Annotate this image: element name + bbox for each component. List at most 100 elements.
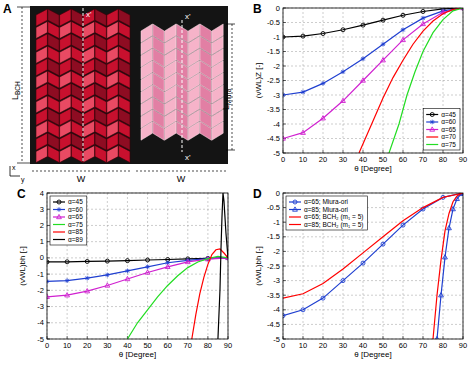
- series-marker: [85, 289, 90, 293]
- length-subscript: Miura: [225, 88, 232, 105]
- bch-facet: [83, 145, 94, 162]
- tick-mark: [283, 222, 286, 223]
- tick-label: 0: [281, 341, 285, 350]
- x-axis-label: θ [Degree]: [354, 350, 391, 359]
- tick-label: 10: [299, 341, 307, 350]
- grid-line: [283, 251, 463, 252]
- bch-facet: [95, 145, 106, 162]
- tick-label: -4: [273, 305, 280, 314]
- series-marker: [85, 259, 89, 263]
- series-marker: [341, 70, 346, 75]
- tick-label: 30: [339, 155, 347, 164]
- series-marker: [125, 269, 130, 274]
- plot-background: [283, 8, 463, 153]
- tick-mark: [107, 336, 108, 339]
- plot-frame: [283, 8, 463, 153]
- series-marker: [361, 56, 366, 61]
- tick-mark: [343, 336, 344, 339]
- tick-mark: [283, 207, 286, 208]
- plot-frame: [283, 193, 463, 339]
- dimension-tick: [226, 24, 235, 25]
- tick-mark: [383, 336, 384, 339]
- tick-mark: [283, 109, 286, 110]
- tick-label: -4.5: [267, 134, 280, 143]
- legend-swatch: [289, 209, 301, 210]
- legend-label: α=85; Miura-ori: [304, 206, 348, 213]
- tick-label: -5: [273, 149, 280, 158]
- series-marker: [185, 259, 190, 263]
- grid-line: [283, 80, 463, 81]
- bch-facet: [107, 145, 118, 162]
- series-marker: [301, 308, 305, 312]
- legend-label: α=60: [441, 118, 456, 125]
- series-marker: [381, 42, 386, 47]
- dimension-tick: [226, 150, 235, 151]
- tick-label: -0.5: [267, 18, 280, 27]
- tick-mark: [423, 336, 424, 339]
- tick-mark: [283, 280, 286, 281]
- series-marker: [105, 283, 110, 287]
- series-marker: [421, 9, 425, 13]
- miura-facet: [188, 122, 199, 141]
- tick-label: 30: [339, 341, 347, 350]
- legend-marker: [293, 207, 298, 211]
- tick-label: 70: [184, 341, 192, 350]
- grid-line: [167, 193, 168, 339]
- series-marker: [165, 264, 170, 268]
- tick-mark: [47, 322, 50, 323]
- panel-label: A: [3, 2, 12, 16]
- tick-label: -2.5: [267, 76, 280, 85]
- series-marker: [301, 90, 306, 95]
- tick-label: 20: [319, 341, 327, 350]
- legend-label: α=65: [68, 213, 83, 220]
- data-area: [283, 8, 463, 153]
- tick-mark: [283, 266, 286, 267]
- tick-label: -1: [273, 218, 280, 227]
- series-marker: [401, 27, 406, 32]
- tick-label: 0: [45, 341, 49, 350]
- axis-arrow: [10, 176, 20, 177]
- legend-swatch: [53, 231, 65, 232]
- series-line: [192, 249, 228, 339]
- legend-marker: [293, 200, 297, 204]
- tick-mark: [283, 324, 286, 325]
- tick-mark: [283, 80, 286, 81]
- length-label: LBCH: [10, 81, 21, 100]
- series-line: [433, 193, 463, 339]
- tick-label: -1: [273, 33, 280, 42]
- tick-label: -2: [273, 62, 280, 71]
- tick-mark: [363, 336, 364, 339]
- miura-facet: [153, 122, 164, 141]
- series-line: [218, 193, 228, 339]
- tick-label: -1.5: [267, 47, 280, 56]
- dimension-line: [232, 24, 233, 150]
- series-marker: [381, 18, 385, 22]
- y-axis-label: (νWL)bh [-]: [254, 246, 263, 286]
- tick-label: 4: [40, 189, 44, 198]
- legend: α=65; Miura-oriα=85; Miura-oriα=65; BCH₂…: [286, 196, 367, 230]
- tick-mark: [343, 150, 344, 153]
- tick-mark: [67, 336, 68, 339]
- fold-label: x': [185, 153, 191, 162]
- tick-mark: [363, 150, 364, 153]
- tick-label: -1.5: [267, 232, 280, 241]
- series-marker: [301, 34, 305, 38]
- series-marker: [125, 259, 129, 263]
- grid-line: [283, 236, 463, 237]
- bch-facet: [48, 145, 59, 162]
- length-label: LMiura: [221, 88, 232, 110]
- tick-mark: [187, 336, 188, 339]
- tick-mark: [323, 150, 324, 153]
- tick-label: -3.5: [267, 105, 280, 114]
- tick-label: -4: [37, 318, 44, 327]
- series-marker: [321, 32, 325, 36]
- series-marker: [381, 242, 385, 246]
- axis-glyph-label: x: [12, 164, 16, 171]
- tick-label: -2: [273, 247, 280, 256]
- tick-mark: [47, 257, 50, 258]
- fold-line: [83, 8, 84, 162]
- x-axis-label: θ [Degree]: [119, 350, 156, 359]
- tick-label: 60: [399, 341, 407, 350]
- tick-mark: [47, 225, 50, 226]
- series-marker: [85, 276, 90, 281]
